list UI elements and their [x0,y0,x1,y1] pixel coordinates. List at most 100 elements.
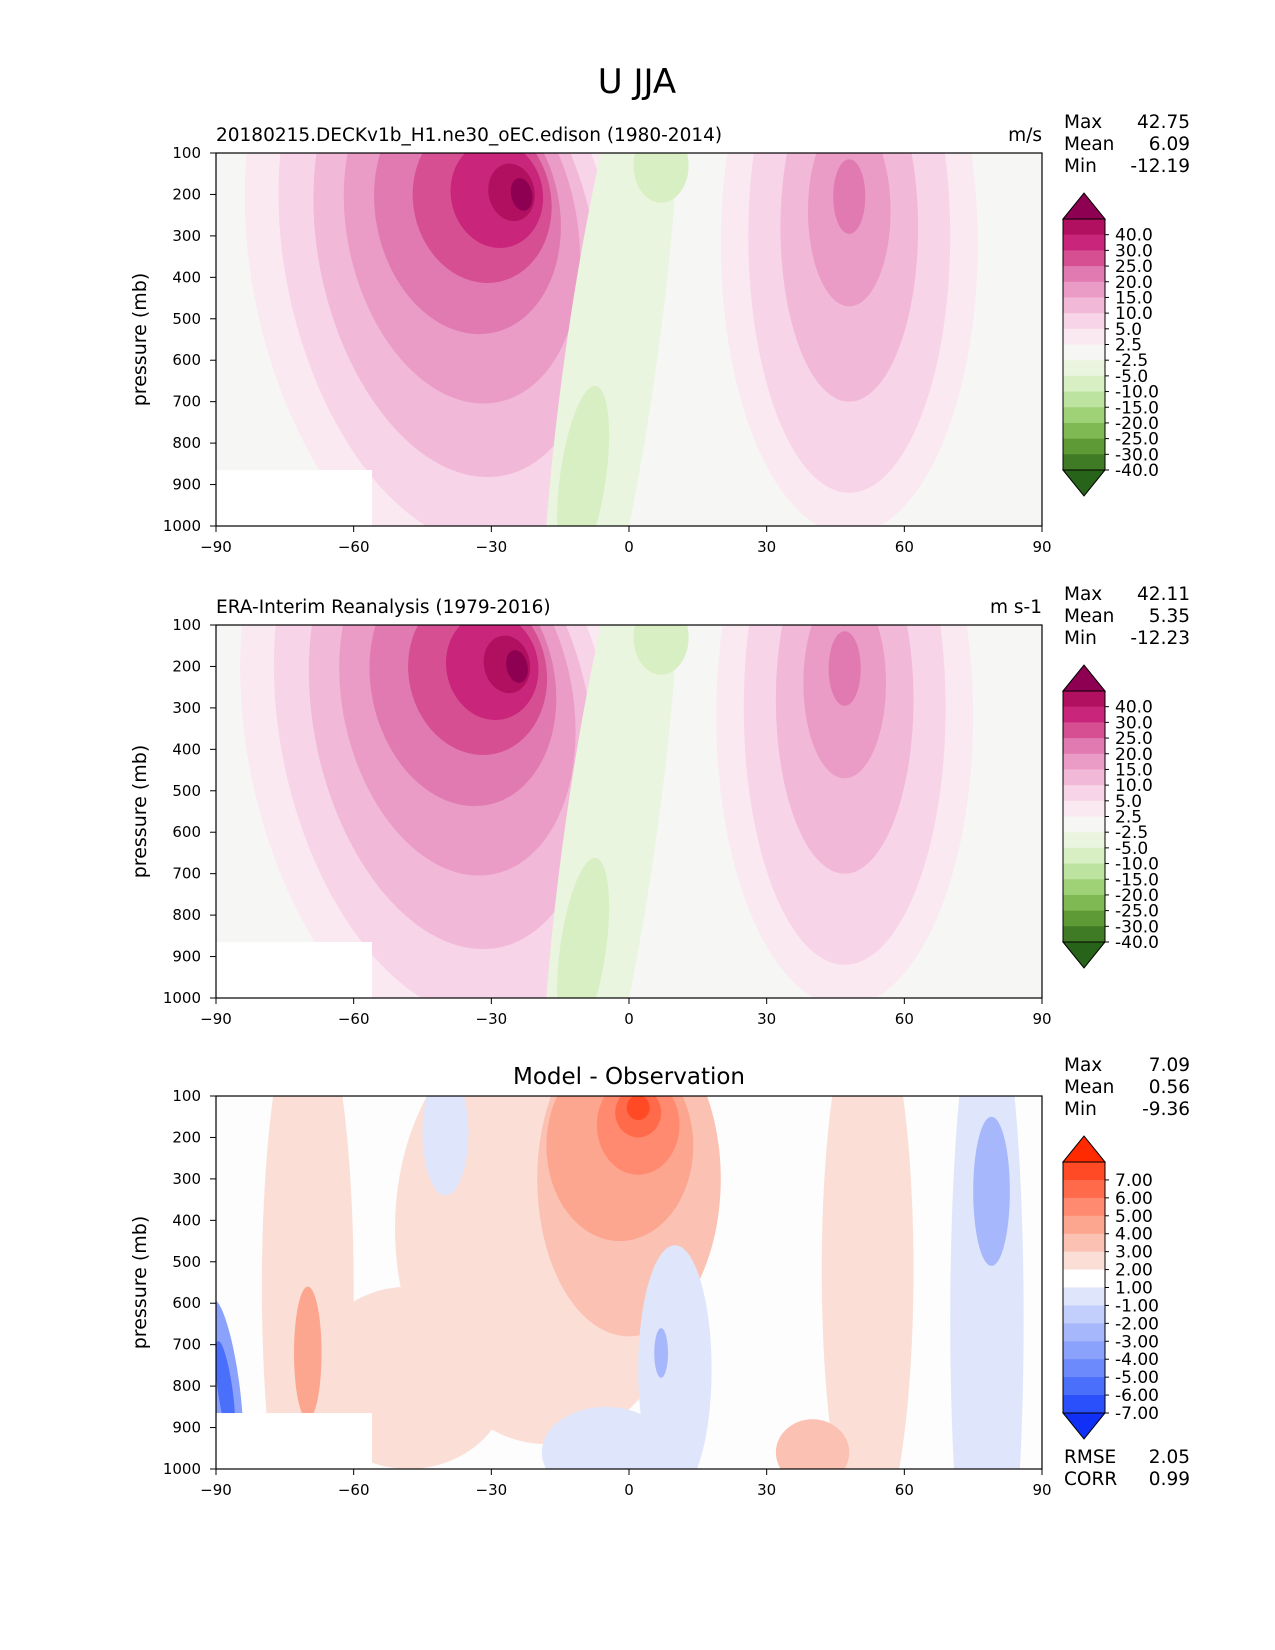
x-tick-label: 0 [624,1010,634,1028]
colorbar-tick-label: -15.0 [1115,398,1159,418]
y-tick-label: 700 [172,1336,201,1354]
positive-bias-level [626,1096,650,1121]
colorbar-tick-label: 40.0 [1115,226,1153,246]
x-tick-label: 90 [1032,538,1051,556]
colorbar-segment [1063,1179,1105,1199]
colorbar-tick-label: -6.00 [1115,1386,1159,1406]
colorbar-tick-label: -3.00 [1115,1332,1159,1352]
colorbar-segment [1063,863,1105,880]
rmse-value: 2.05 [1149,1447,1190,1468]
colorbar-tick-label: -20.0 [1115,414,1159,434]
colorbar-segment [1063,1233,1105,1253]
colorbar-tick-label: -20.0 [1115,886,1159,906]
colorbar-tick-label: -10.0 [1115,383,1159,403]
y-tick-label: 600 [172,351,201,369]
panel-title-left: 20180215.DECKv1b_H1.ne30_oEC.edison (198… [216,125,722,146]
colorbar-tick-label: -5.0 [1115,839,1148,859]
x-tick-label: 60 [895,1010,914,1028]
nh-jet-level [833,159,866,234]
colorbar-tick-label: 30.0 [1115,241,1153,261]
colorbar-segment [1063,1215,1105,1235]
contour-field [216,625,1042,998]
positive-bias-region [775,1419,850,1469]
colorbar-segment [1063,328,1105,345]
stat-value: 42.11 [1137,584,1190,605]
y-tick-label: 1000 [163,1460,201,1478]
stat-value: 0.56 [1149,1077,1190,1098]
colorbar-segment [1063,926,1105,943]
y-tick-label: 300 [172,1170,201,1188]
colorbar-extend-min [1061,941,1107,969]
y-tick-label: 900 [172,948,201,966]
colorbar-tick-label: 15.0 [1115,288,1153,308]
colorbar-segment [1063,250,1105,267]
x-tick-label: −60 [338,538,370,556]
colorbar-extend-max [1061,1135,1107,1163]
colorbar-segment [1063,879,1105,896]
colorbar-segment [1063,234,1105,251]
x-tick-label: −30 [476,538,508,556]
tropical-easterlies-core [557,857,610,998]
colorbar-segment [1063,753,1105,770]
colorbar-tick-label: 7.00 [1115,1171,1153,1191]
colorbar-tick-label: -40.0 [1115,461,1159,481]
panel-units: m/s [1008,125,1042,146]
colorbar-segment [1063,266,1105,283]
colorbar-segment [1063,360,1105,377]
terrain-mask [216,1413,373,1469]
colorbar-extend-min [1061,469,1107,497]
colorbar-extend-max [1061,664,1107,692]
colorbar-tick-label: 5.0 [1115,792,1142,812]
y-tick-label: 400 [172,740,201,758]
colorbar-segment [1063,1162,1105,1181]
colorbar-segment [1063,847,1105,865]
colorbar-segment [1063,785,1105,802]
colorbar-tick-label: -5.0 [1115,367,1148,387]
stat-label: Max [1064,112,1102,133]
colorbar-extend-max [1061,192,1107,220]
colorbar-tick-label: -2.5 [1115,823,1148,843]
x-tick-label: −90 [200,538,232,556]
colorbar-segment [1063,1287,1105,1306]
colorbar-segment [1063,832,1105,849]
x-tick-label: 90 [1032,1010,1051,1028]
positive-bias-level [294,1286,322,1420]
colorbar-segment [1063,1341,1105,1360]
colorbar-segment [1063,1323,1105,1342]
stat-label: Mean [1064,134,1114,155]
colorbar: 40.030.025.020.015.010.05.02.5-2.5-5.0-1… [1061,664,1159,969]
y-tick-label: 800 [172,1377,201,1395]
negative-bias-region [950,1096,1024,1469]
stat-label: Max [1064,1055,1102,1076]
colorbar-tick-label: -30.0 [1115,445,1159,465]
y-tick-label: 400 [172,268,201,286]
colorbar-segment [1063,1197,1105,1217]
upper-easterlies [633,625,689,675]
colorbar-segment [1063,422,1105,440]
negative-bias-level [654,1328,669,1378]
colorbar-segment [1063,738,1105,755]
colorbar-tick-label: 2.5 [1115,808,1142,828]
negative-bias-level [973,1116,1010,1266]
x-tick-label: 90 [1032,1481,1051,1499]
colorbar-segment [1063,910,1105,927]
colorbar-tick-label: 2.5 [1115,336,1142,356]
colorbar-tick-label: -1.00 [1115,1296,1159,1316]
colorbar-tick-label: 2.00 [1115,1261,1153,1281]
colorbar-tick-label: -25.0 [1115,902,1159,922]
colorbar-segment [1063,1377,1105,1396]
colorbar: 7.006.005.004.003.002.001.00-1.00-2.00-3… [1061,1135,1159,1440]
stat-value: 7.09 [1149,1055,1190,1076]
colorbar-tick-label: 5.0 [1115,320,1142,340]
negative-bias-region [422,1096,469,1196]
colorbar-segment [1063,1269,1105,1288]
y-tick-label: 400 [172,1211,201,1229]
rmse-label: RMSE [1064,1447,1116,1468]
colorbar-segment [1063,800,1105,817]
stat-value: 6.09 [1149,134,1190,155]
y-tick-label: 300 [172,227,201,245]
colorbar-tick-label: -2.00 [1115,1314,1159,1334]
colorbar-segment [1063,894,1105,912]
colorbar-tick-label: -5.00 [1115,1368,1159,1388]
